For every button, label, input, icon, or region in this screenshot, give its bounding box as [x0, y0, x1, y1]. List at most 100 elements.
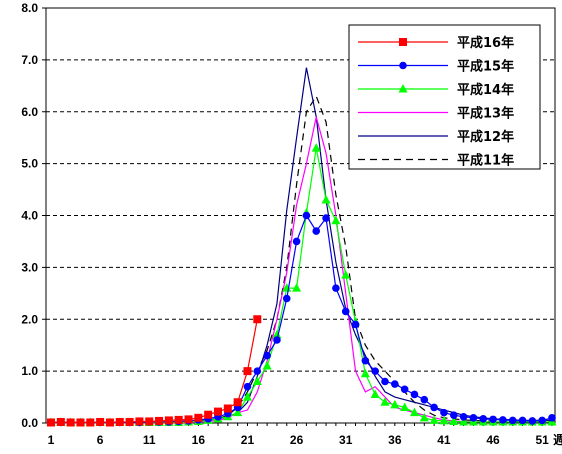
x-tick-label: 16 [192, 433, 206, 447]
legend-entry: 平成16年 [358, 35, 514, 51]
series-line [51, 214, 553, 424]
data-point-square [399, 38, 407, 46]
data-point-square [145, 417, 154, 426]
data-point-square [56, 417, 65, 426]
data-point-circle [489, 415, 497, 424]
x-axis-ticks: 1 6 11 16 21 26 31 36 41 46 51 週 [48, 423, 562, 447]
data-point-circle [292, 237, 301, 246]
data-point-circle [341, 307, 350, 316]
data-point-square [233, 398, 242, 407]
data-point-square [96, 417, 105, 426]
data-point-square [66, 418, 75, 427]
data-point-triangle [272, 329, 282, 339]
x-tick-label: 6 [97, 433, 104, 447]
x-axis-unit: 週 [553, 432, 562, 447]
data-point-circle [391, 380, 399, 388]
data-point-circle [273, 336, 281, 344]
data-point-triangle [242, 392, 252, 401]
y-tick-label: 1.0 [21, 364, 38, 378]
legend-label: 平成13年 [457, 106, 514, 122]
data-point-triangle [459, 416, 469, 426]
data-point-circle [302, 211, 311, 220]
data-point-circle [459, 412, 468, 421]
y-tick-label: 4.0 [21, 209, 38, 223]
data-point-circle [253, 367, 262, 375]
data-point-triangle [370, 389, 380, 398]
legend-label: 平成14年 [457, 82, 514, 98]
data-point-square [155, 416, 164, 425]
data-point-triangle [321, 194, 331, 204]
data-point-square [86, 418, 95, 427]
series-line [50, 319, 258, 424]
data-point-circle [312, 227, 321, 235]
data-point-square [47, 418, 55, 427]
legend-label: 平成15年 [457, 59, 514, 75]
data-point-triangle [380, 397, 390, 406]
data-point-triangle [341, 270, 351, 279]
data-point-square [214, 407, 222, 416]
y-tick-label: 8.0 [21, 1, 38, 15]
data-point-circle [361, 356, 370, 365]
data-point-triangle [311, 143, 321, 152]
data-point-circle [400, 385, 409, 394]
data-point-circle [479, 415, 488, 423]
legend-entry: 平成14年 [358, 82, 514, 98]
y-tick-label: 0.0 [21, 416, 38, 430]
y-axis-ticks: 0.0 1.0 2.0 3.0 4.0 5.0 6.0 7.0 8.0 [21, 1, 46, 430]
data-point-square [76, 418, 85, 427]
legend-box [348, 24, 541, 170]
x-tick-label: 1 [48, 433, 55, 447]
data-point-triangle [360, 368, 370, 378]
x-tick-label: 26 [290, 433, 304, 447]
y-tick-label: 7.0 [21, 53, 38, 67]
x-tick-label: 46 [486, 433, 500, 447]
data-point-square [223, 404, 232, 413]
data-point-circle [518, 416, 527, 425]
data-point-triangle [292, 283, 302, 292]
data-point-triangle [282, 283, 292, 292]
data-point-square [243, 367, 252, 376]
data-point-circle [263, 351, 271, 360]
legend-entry: 平成13年 [358, 106, 514, 122]
legend-entry: 平成12年 [358, 129, 514, 145]
data-point-circle [528, 417, 537, 425]
x-tick-label: 31 [339, 433, 353, 447]
y-tick-label: 5.0 [21, 157, 38, 171]
data-point-circle [499, 416, 507, 424]
data-point-circle [508, 416, 517, 425]
x-tick-label: 36 [388, 433, 402, 447]
data-point-square [115, 417, 124, 426]
data-point-triangle [390, 399, 400, 409]
data-point-square [194, 413, 203, 422]
series-layer [46, 67, 557, 427]
data-point-square [125, 417, 134, 426]
data-point-triangle [233, 407, 243, 417]
data-point-triangle [252, 376, 262, 385]
data-point-circle [548, 414, 556, 422]
data-point-triangle [400, 402, 410, 411]
data-point-square [253, 315, 262, 324]
data-point-triangle [331, 215, 341, 225]
y-tick-label: 6.0 [21, 105, 38, 119]
data-point-square [184, 415, 193, 424]
legend-label: 平成11年 [457, 153, 514, 169]
series-平成16年 [47, 315, 262, 427]
data-point-circle [538, 416, 546, 425]
data-point-circle [332, 284, 340, 292]
data-point-circle [351, 320, 360, 329]
x-tick-label: 21 [241, 433, 255, 447]
y-tick-label: 2.0 [21, 312, 38, 326]
legend-label: 平成12年 [457, 129, 514, 145]
data-point-circle [399, 61, 407, 70]
data-point-square [105, 418, 114, 427]
data-point-triangle [439, 415, 449, 425]
data-point-circle [371, 367, 379, 375]
data-point-circle [243, 382, 252, 391]
y-tick-label: 3.0 [21, 260, 38, 274]
legend-label: 平成16年 [457, 35, 514, 51]
data-point-circle [449, 411, 458, 420]
data-point-triangle [429, 415, 439, 424]
data-point-circle [410, 390, 419, 399]
